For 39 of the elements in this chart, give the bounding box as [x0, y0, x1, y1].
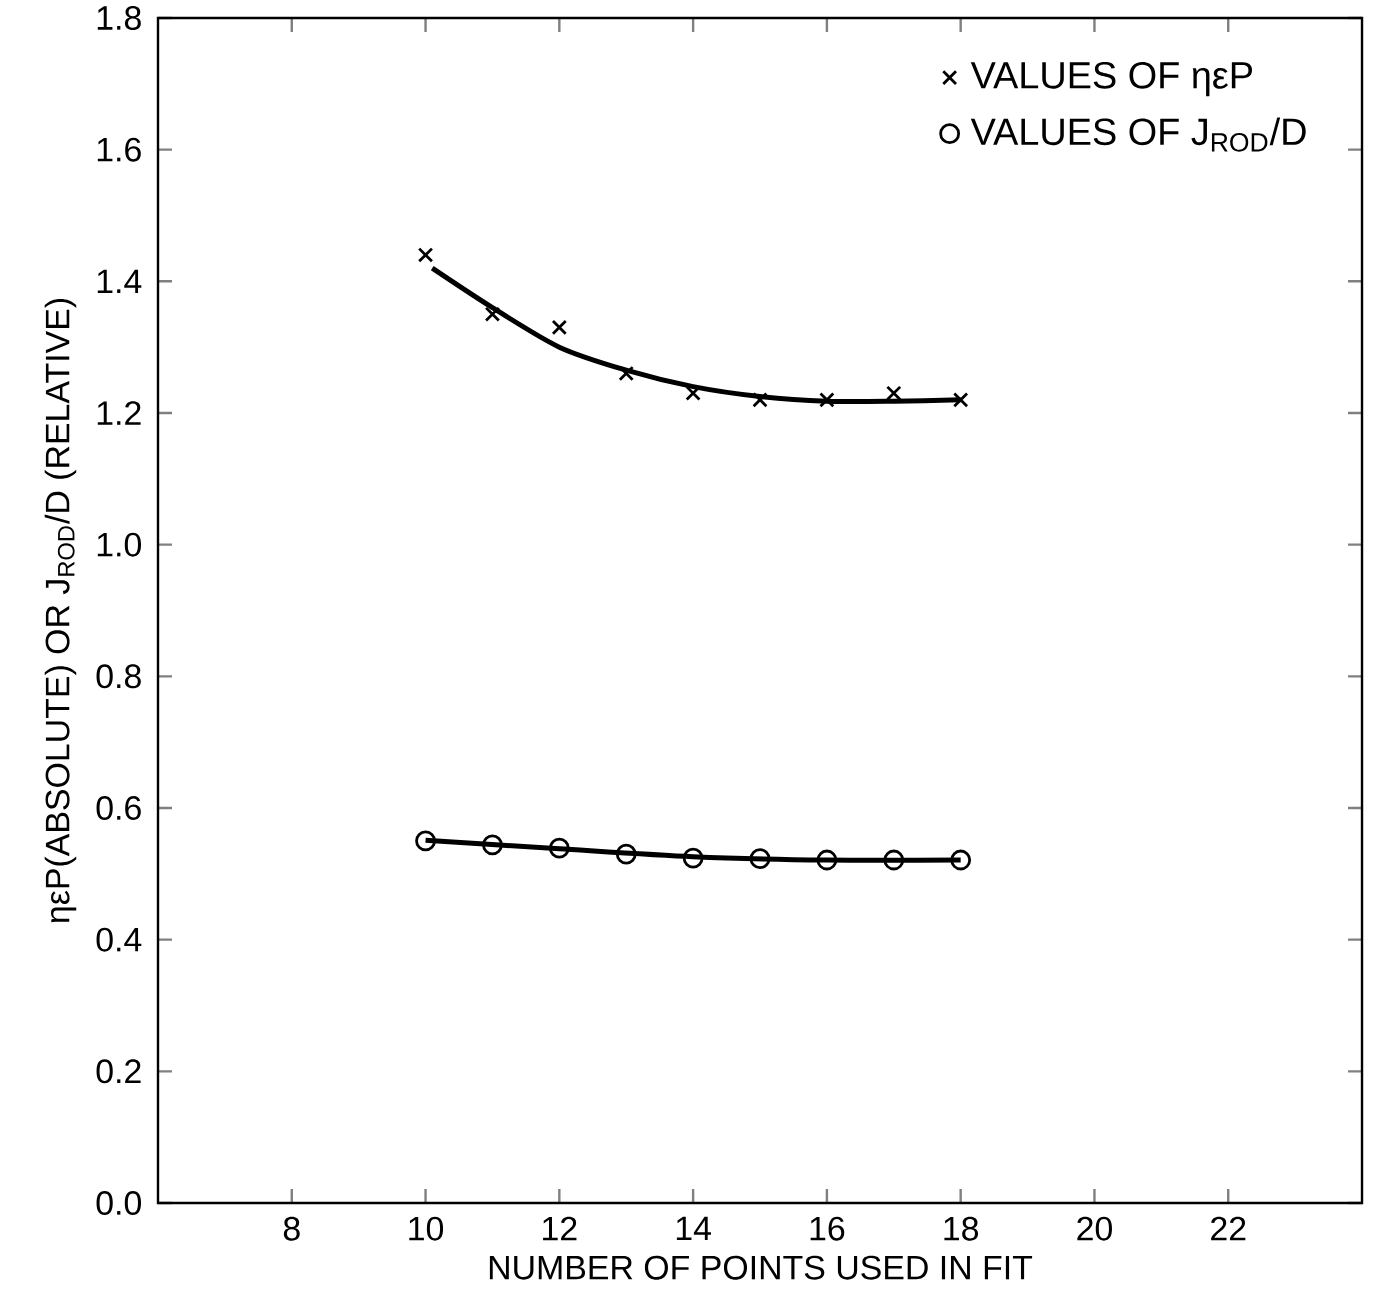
point: [819, 392, 835, 408]
x-tick-label: 22: [1211, 1216, 1246, 1241]
y-axis-title: ηεP(ABSOLUTE) OR J$_{ROD}$/D (RELATIVE): [44, 299, 77, 923]
x-tick-label: 16: [810, 1216, 845, 1241]
point: [816, 849, 838, 871]
point: [484, 306, 501, 322]
point: [551, 319, 568, 336]
point: [618, 365, 634, 382]
point: [415, 830, 436, 852]
y-tick-label: 1.0: [97, 532, 141, 557]
legend-label: VALUES OF J$_{ROD}$/D: [970, 117, 1306, 152]
y-tick-label: 1.8: [97, 5, 141, 30]
y-tick-label: 0.6: [96, 796, 141, 820]
point: [950, 849, 972, 871]
x-tick-label: 18: [944, 1216, 979, 1241]
legend-label: VALUES OF ηεP: [970, 61, 1253, 97]
y-tick-label: 1.2: [97, 401, 141, 425]
y-tick-label: 0.4: [96, 927, 142, 952]
x-tick-label: 20: [1077, 1216, 1112, 1241]
x-tick-label: 12: [543, 1216, 577, 1241]
x-tick-label: 10: [409, 1216, 444, 1241]
y-tick-label: 0.0: [96, 1191, 141, 1215]
y-tick-label: 1.4: [97, 269, 142, 293]
point: [482, 834, 503, 856]
point: [883, 849, 905, 871]
point: [752, 392, 768, 408]
point: [548, 837, 570, 859]
x-axis-title: NUMBER OF POINTS USED IN FIT: [489, 1255, 1033, 1280]
point: [682, 847, 704, 869]
point: [615, 843, 637, 865]
y-tick-label: 0.8: [96, 664, 141, 689]
x-tick-label: 8: [283, 1216, 300, 1241]
point: [749, 848, 771, 870]
point: [685, 385, 701, 402]
y-tick-label: 1.6: [97, 137, 141, 162]
point: [952, 392, 969, 408]
y-tick-label: 0.2: [96, 1059, 141, 1084]
x-tick-label: 14: [676, 1216, 711, 1240]
point: [417, 247, 434, 263]
